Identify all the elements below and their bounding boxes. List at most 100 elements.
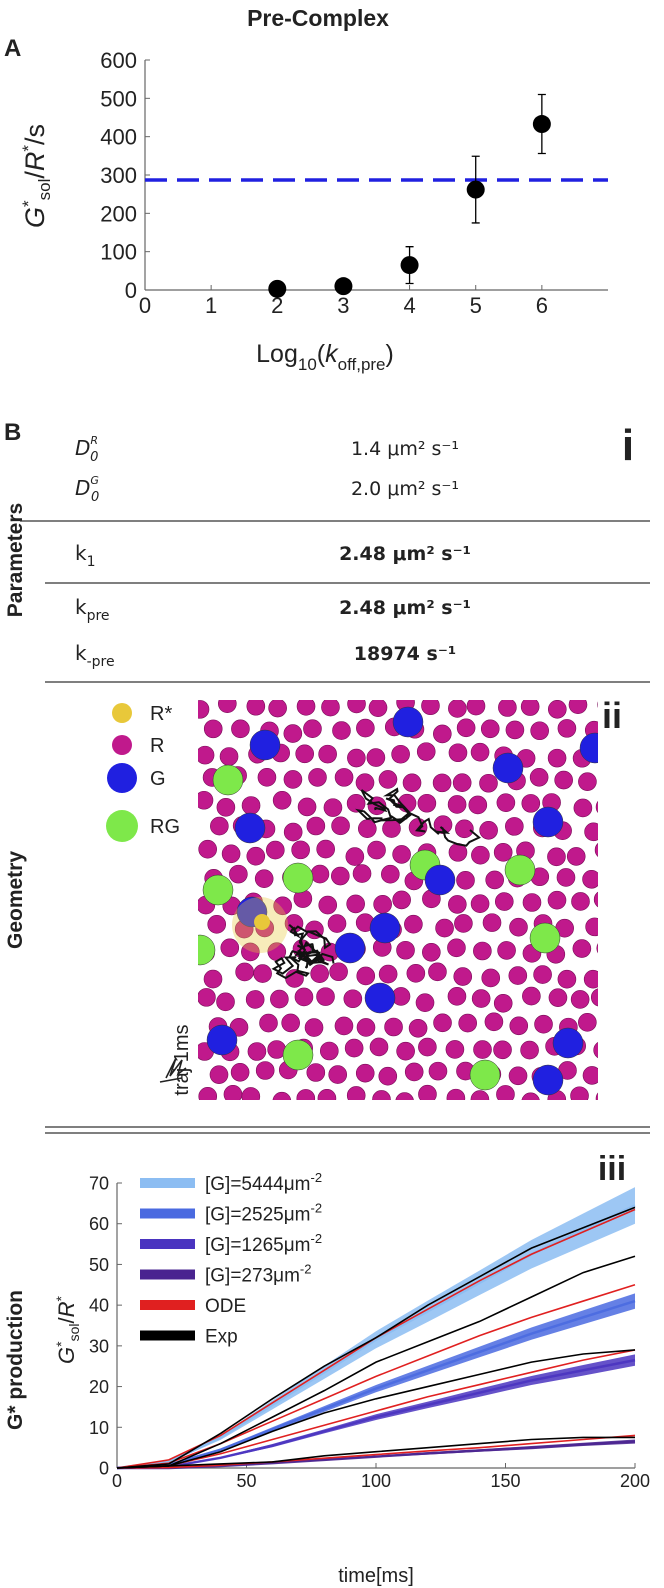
geometry-image — [198, 700, 628, 1100]
molecule — [571, 892, 590, 911]
molecule — [505, 817, 524, 836]
molecule — [532, 806, 564, 838]
molecule — [530, 721, 549, 741]
molecule — [582, 1066, 598, 1085]
legend-label: Exp — [205, 1327, 238, 1348]
molecule — [609, 772, 627, 790]
molecule — [418, 1084, 437, 1100]
molecule — [422, 942, 441, 962]
molecule — [216, 798, 236, 817]
molecule — [210, 816, 229, 836]
molecule — [381, 864, 400, 884]
molecule — [247, 1042, 267, 1061]
trajectory-icon — [159, 1057, 187, 1083]
legend-swatch — [140, 1300, 195, 1310]
molecule — [356, 966, 376, 986]
molecule — [268, 700, 287, 718]
molecule — [572, 939, 592, 958]
molecule — [610, 1065, 628, 1083]
molecule — [582, 869, 598, 889]
molecule — [497, 941, 516, 960]
molecule — [566, 847, 586, 866]
molecule — [595, 800, 598, 814]
molecule — [212, 764, 244, 796]
molecule — [533, 965, 552, 984]
series-line — [116, 1434, 636, 1469]
molecule — [372, 1090, 391, 1100]
molecule — [295, 744, 314, 764]
legend-label: G — [150, 768, 166, 790]
y-tick-label: 600 — [100, 48, 137, 73]
legend-swatch — [140, 1178, 195, 1188]
chart-title: Pre-Complex — [247, 5, 389, 31]
y-tick-label: 30 — [89, 1336, 109, 1356]
molecule — [316, 987, 335, 1006]
molecule — [329, 962, 348, 982]
molecule — [296, 1089, 316, 1100]
molecule — [520, 700, 540, 716]
molecule — [578, 1013, 597, 1032]
molecule — [552, 1027, 584, 1059]
legend-label: R — [150, 735, 164, 757]
molecule — [321, 700, 340, 717]
molecule — [229, 864, 248, 884]
panel-label: iii — [598, 1150, 626, 1188]
molecule — [452, 773, 472, 793]
panel-label: B — [4, 419, 21, 446]
molecule — [296, 700, 316, 716]
molecule — [378, 770, 398, 789]
molecule — [282, 862, 314, 894]
molecule — [493, 993, 513, 1013]
molecule — [308, 768, 327, 787]
molecule — [283, 724, 303, 743]
molecule — [355, 773, 375, 792]
molecule — [356, 1018, 376, 1037]
molecule — [241, 796, 261, 815]
molecule — [327, 914, 347, 933]
legend-swatch — [140, 1269, 195, 1280]
x-tick-label: 5 — [470, 293, 482, 318]
parameter-symbol: k-pre — [75, 641, 115, 670]
molecule — [246, 846, 266, 866]
molecule — [395, 1092, 414, 1100]
molecule — [343, 989, 363, 1009]
molecule — [557, 719, 577, 738]
molecule — [272, 1091, 292, 1100]
side-label: G* production — [4, 1290, 27, 1430]
molecule — [392, 890, 411, 910]
molecule — [198, 790, 214, 810]
molecule — [310, 864, 330, 884]
molecule — [257, 768, 277, 787]
series-line — [116, 1349, 636, 1469]
molecule — [520, 1040, 539, 1060]
series-line — [116, 1284, 636, 1469]
molecule — [328, 1065, 348, 1084]
molecule — [578, 772, 597, 791]
molecule — [306, 816, 326, 836]
molecule — [345, 847, 365, 866]
molecule — [471, 845, 490, 865]
molecule — [610, 821, 628, 839]
molecule — [433, 815, 453, 835]
molecule — [480, 719, 500, 739]
trajectory — [355, 787, 481, 847]
molecule — [282, 1039, 314, 1071]
molecule — [529, 767, 549, 787]
y-tick-label: 40 — [89, 1296, 109, 1316]
molecule — [547, 748, 567, 768]
molecule — [493, 843, 513, 862]
x-tick-label: 100 — [361, 1471, 391, 1491]
molecule — [310, 964, 329, 984]
x-tick-label: 3 — [337, 293, 349, 318]
molecule — [356, 718, 375, 738]
side-label: Geometry — [4, 851, 27, 949]
y-tick-label: 60 — [89, 1214, 109, 1234]
molecule — [447, 987, 467, 1006]
molecule — [344, 1038, 364, 1058]
molecule — [583, 969, 598, 989]
molecule — [320, 1041, 339, 1061]
y-tick-label: 200 — [100, 201, 137, 226]
molecule — [220, 938, 240, 958]
molecule — [470, 1090, 490, 1100]
molecule — [509, 917, 528, 937]
